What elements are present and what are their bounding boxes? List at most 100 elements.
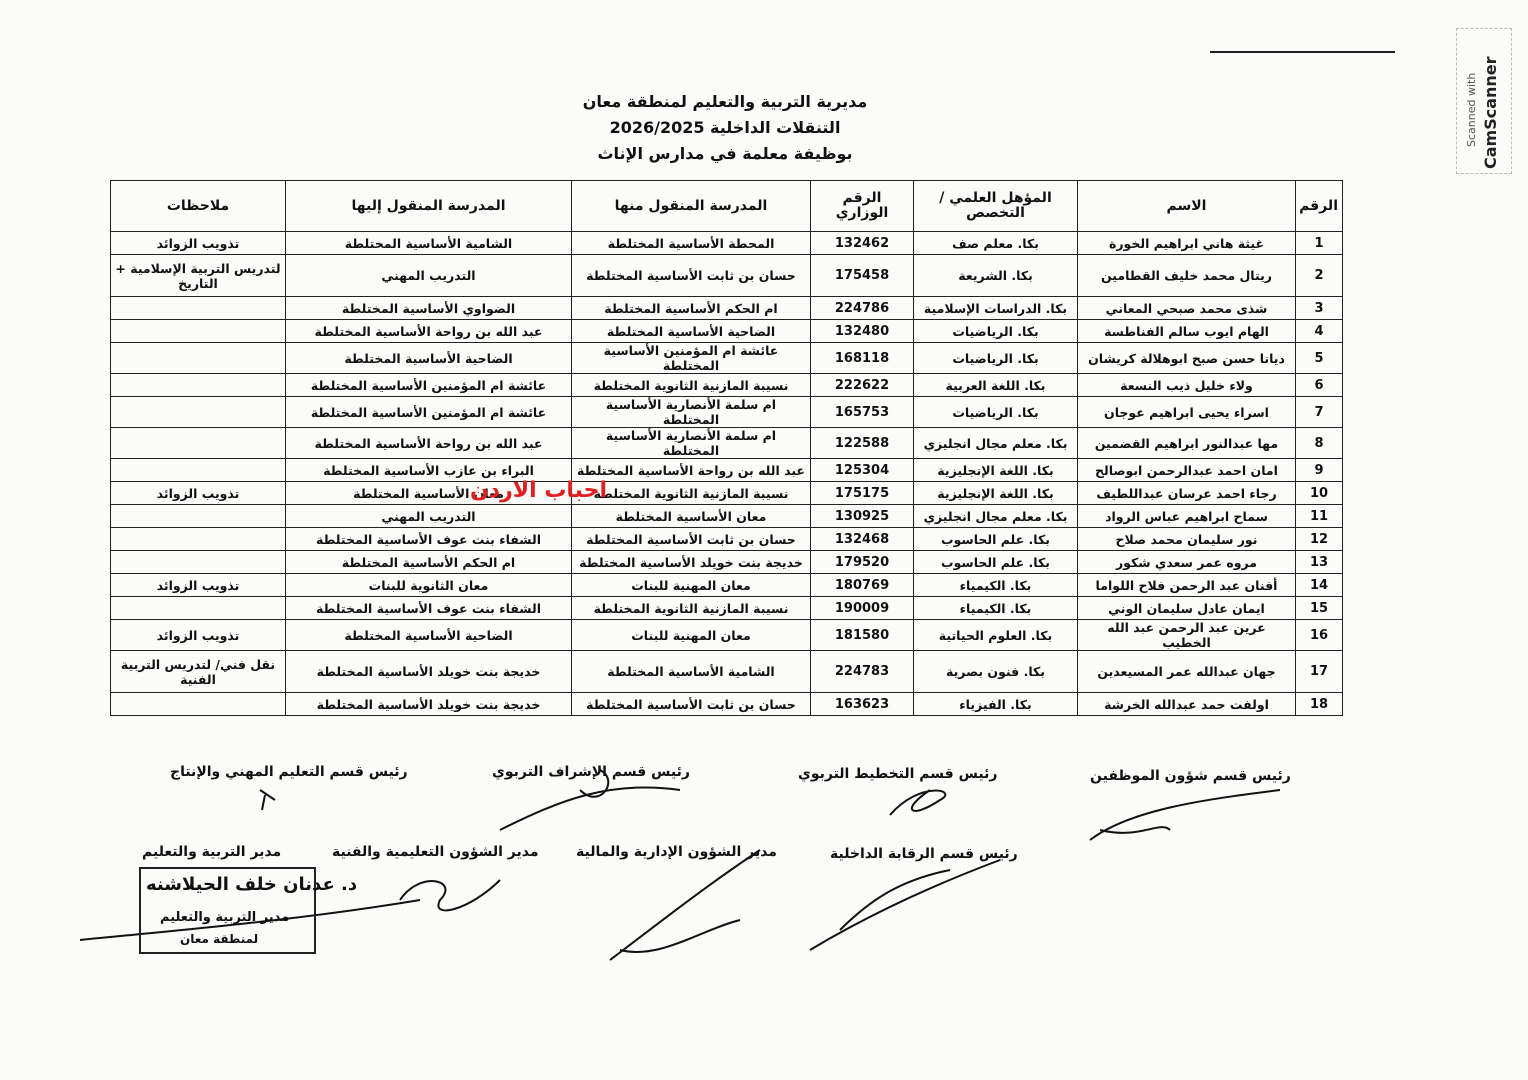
stamp-role: مدير التربية والتعليم bbox=[160, 910, 290, 925]
table-cell bbox=[110, 373, 286, 397]
table-cell: 190009 bbox=[810, 596, 914, 620]
table-cell: حسان بن ثابت الأساسية المختلطة bbox=[571, 692, 811, 716]
table-cell bbox=[110, 692, 286, 716]
table-cell: عائشة ام المؤمنين الأساسية المختلطة bbox=[285, 396, 572, 428]
table-cell: 122588 bbox=[810, 427, 914, 459]
table-cell: نسيبة المازنية الثانوية المختلطة bbox=[571, 481, 811, 505]
table-cell: نقل فني/ لتدريس التربية الفنية bbox=[110, 650, 286, 693]
table-cell bbox=[110, 319, 286, 343]
signature-strokes bbox=[79, 769, 1281, 961]
table-cell: 9 bbox=[1295, 458, 1343, 482]
scanner-brand: CamScanner bbox=[1481, 56, 1500, 169]
table-cell: 2 bbox=[1295, 254, 1343, 297]
table-cell: 125304 bbox=[810, 458, 914, 482]
stamp-region: لمنطقة معان bbox=[180, 932, 259, 946]
table-row: 13 مروه عمر سعدي شكور بكا. علم الحاسوب 1795… bbox=[110, 550, 1343, 574]
table-cell: 132468 bbox=[810, 527, 914, 551]
stamp-name: د. عدنان خلف الحيلاشنه bbox=[146, 874, 358, 895]
table-cell: عبد الله بن رواحة الأساسية المختلطة bbox=[285, 319, 572, 343]
table-cell: 5 bbox=[1295, 342, 1343, 374]
signature bbox=[1089, 789, 1281, 841]
table-cell bbox=[110, 427, 286, 459]
signature bbox=[79, 899, 421, 941]
table-cell: بكا. الشريعة bbox=[913, 254, 1078, 297]
table-cell: عبد الله بن رواحة الأساسية المختلطة bbox=[285, 427, 572, 459]
table-cell: خديجة بنت خويلد الأساسية المختلطة bbox=[285, 650, 572, 693]
table-cell: اسراء يحيى ابراهيم عوجان bbox=[1077, 396, 1296, 428]
table-cell: لتدريس التربية الإسلامية + التاريخ bbox=[110, 254, 286, 297]
table-cell: 165753 bbox=[810, 396, 914, 428]
column-header: ملاحظات bbox=[110, 180, 286, 232]
table-cell: معان المهنية للبنات bbox=[571, 573, 811, 597]
table-cell: الشامية الأساسية المختلطة bbox=[285, 231, 572, 255]
table-cell: 179520 bbox=[810, 550, 914, 574]
table-cell: معان الأساسية المختلطة bbox=[571, 504, 811, 528]
table-cell: 132480 bbox=[810, 319, 914, 343]
table-row: 14 أفنان عبد الرحمن فلاح اللواما بكا. الكي… bbox=[110, 573, 1343, 597]
signature-title: مدير الشؤون التعليمية والفنية bbox=[332, 844, 539, 860]
table-cell: بكا. الرياضيات bbox=[913, 396, 1078, 428]
table-cell: سماح ابراهيم عباس الرواد bbox=[1077, 504, 1296, 528]
table-cell: تذويب الزوائد bbox=[110, 481, 286, 505]
table-cell bbox=[110, 504, 286, 528]
table-cell: 180769 bbox=[810, 573, 914, 597]
table-cell: حسان بن ثابت الأساسية المختلطة bbox=[571, 254, 811, 297]
table-cell: الشفاء بنت عوف الأساسية المختلطة bbox=[285, 596, 572, 620]
header-row: الرقم الاسم المؤهل العلمي /التخصص الرقم الو… bbox=[110, 180, 1343, 232]
table-cell: عبد الله بن رواحة الأساسية المختلطة bbox=[571, 458, 811, 482]
table-cell: 8 bbox=[1295, 427, 1343, 459]
table-cell: نور سليمان محمد صلاح bbox=[1077, 527, 1296, 551]
table-cell: 181580 bbox=[810, 619, 914, 651]
table-row: 6 ولاء خليل ذيب النسعة بكا. اللغة العربية 2… bbox=[110, 373, 1343, 397]
table-row: 1 غيثة هاني ابراهيم الخورة بكا. معلم صف 132… bbox=[110, 231, 1343, 255]
table-cell: 4 bbox=[1295, 319, 1343, 343]
table-cell: ايمان عادل سليمان الوني bbox=[1077, 596, 1296, 620]
table-cell: الضاحية الأساسية المختلطة bbox=[285, 619, 572, 651]
signature bbox=[259, 789, 276, 811]
table-cell: بكا. الفيزياء bbox=[913, 692, 1078, 716]
table-cell: 175458 bbox=[810, 254, 914, 297]
header-line: بوظيفة معلمة في مدارس الإناث bbox=[597, 144, 853, 163]
table-cell: 10 bbox=[1295, 481, 1343, 505]
table-cell bbox=[110, 396, 286, 428]
table-cell: 16 bbox=[1295, 619, 1343, 651]
table-cell: 3 bbox=[1295, 296, 1343, 320]
table-row: 2 ريتال محمد خليف القطامين بكا. الشريعة 175… bbox=[110, 254, 1343, 297]
signature-title: رئيس قسم التخطيط التربوي bbox=[798, 766, 998, 782]
signature bbox=[609, 849, 761, 961]
table-cell: بكا. اللغة العربية bbox=[913, 373, 1078, 397]
table-cell: 17 bbox=[1295, 650, 1343, 693]
table-cell: الشامية الأساسية المختلطة bbox=[571, 650, 811, 693]
table-cell: 224786 bbox=[810, 296, 914, 320]
table-row: 12 نور سليمان محمد صلاح بكا. علم الحاسوب 13… bbox=[110, 527, 1343, 551]
signature-title: رئيس قسم الإشراف التربوي bbox=[492, 764, 690, 780]
table-cell: عرين عبد الرحمن عبد الله الخطيب bbox=[1077, 619, 1296, 651]
table-cell bbox=[110, 458, 286, 482]
table-cell: نسيبة المازنية الثانوية المختلطة bbox=[571, 373, 811, 397]
table-cell: 13 bbox=[1295, 550, 1343, 574]
signature-title: رئيس قسم شؤون الموظفين bbox=[1090, 768, 1291, 784]
signature bbox=[809, 859, 1001, 951]
table-cell: التدريب المهني bbox=[285, 504, 572, 528]
signature bbox=[889, 789, 947, 816]
table-cell: بكا. معلم مجال انجليزي bbox=[913, 504, 1078, 528]
table-cell: تذويب الزوائد bbox=[110, 231, 286, 255]
table-cell: خديجة بنت خويلد الأساسية المختلطة bbox=[571, 550, 811, 574]
table-cell: معان الأساسية المختلطة bbox=[285, 481, 572, 505]
table-cell: جهان عبدالله عمر المسيعدين bbox=[1077, 650, 1296, 693]
table-cell: 1 bbox=[1295, 231, 1343, 255]
table-cell: رجاء احمد عرسان عبداللطيف bbox=[1077, 481, 1296, 505]
column-header: الرقم bbox=[1295, 180, 1343, 232]
table-cell: بكا. الكيمياء bbox=[913, 596, 1078, 620]
table-cell: 222622 bbox=[810, 373, 914, 397]
table-cell: بكا. اللغة الإنجليزية bbox=[913, 458, 1078, 482]
table-cell: 132462 bbox=[810, 231, 914, 255]
table-cell: ريتال محمد خليف القطامين bbox=[1077, 254, 1296, 297]
watermark: احباب الاردن bbox=[470, 478, 608, 503]
column-header: المؤهل العلمي /التخصص bbox=[913, 180, 1078, 232]
table-cell: الضاحية الأساسية المختلطة bbox=[571, 319, 811, 343]
table-cell: 18 bbox=[1295, 692, 1343, 716]
header-title: مديرية التربية والتعليم لمنطقة معان bbox=[582, 92, 868, 111]
